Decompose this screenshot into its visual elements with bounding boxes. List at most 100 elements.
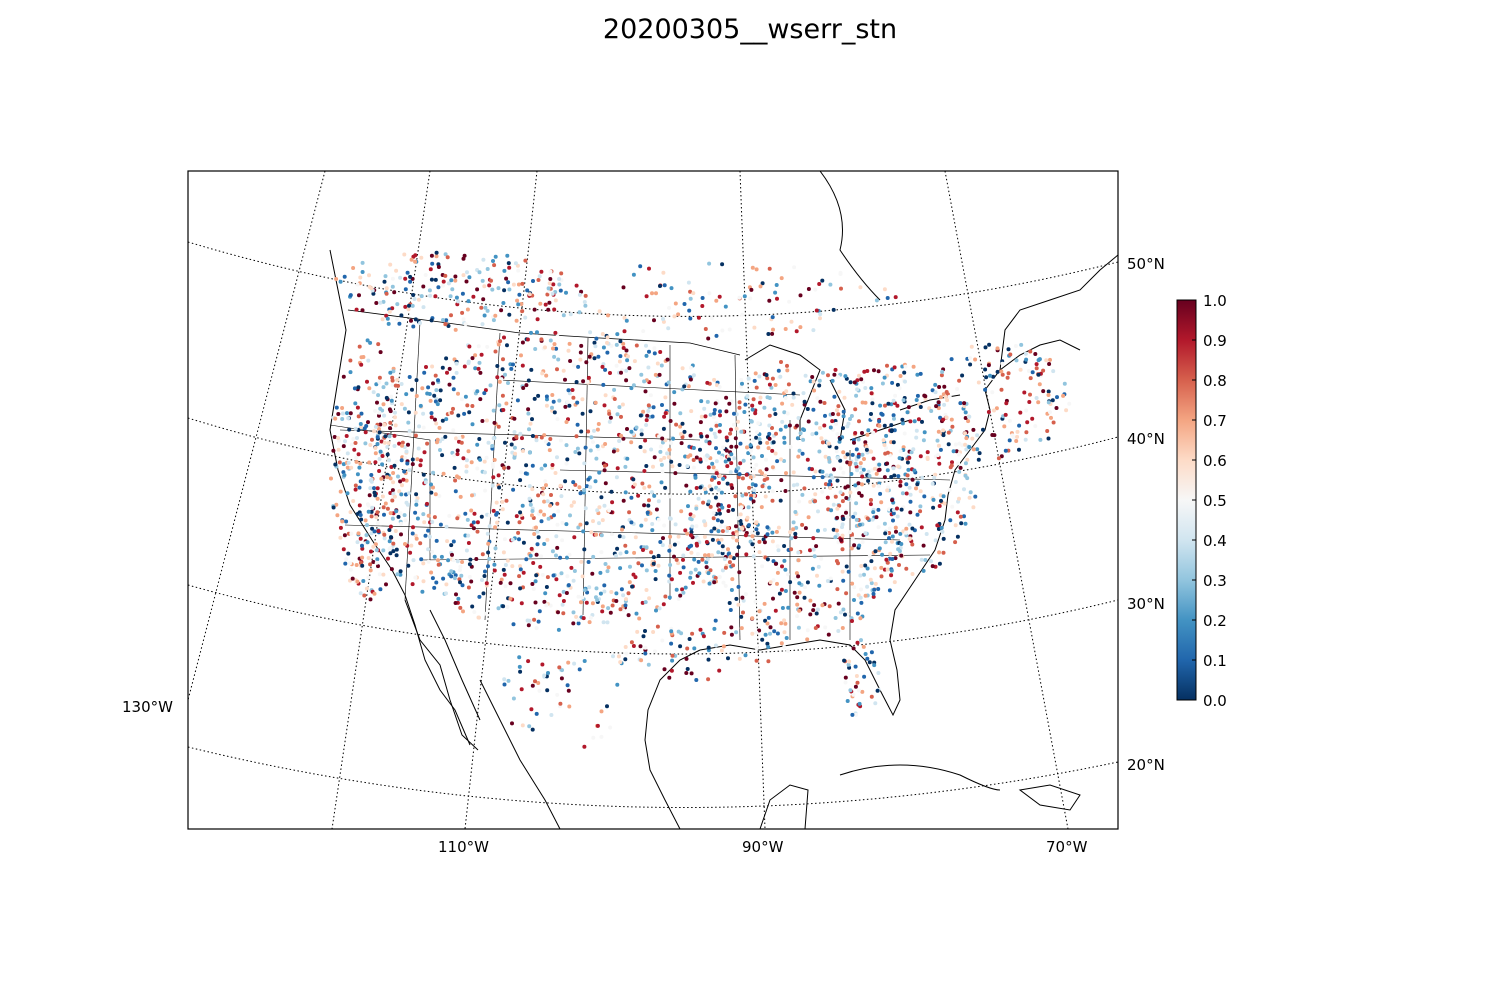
station-point bbox=[382, 512, 386, 517]
station-point bbox=[546, 286, 551, 291]
station-point bbox=[949, 417, 954, 422]
station-point bbox=[646, 503, 651, 508]
station-point bbox=[355, 540, 360, 545]
station-point bbox=[526, 411, 531, 416]
station-point bbox=[566, 660, 571, 665]
station-point bbox=[549, 493, 553, 497]
station-point bbox=[1006, 371, 1011, 376]
mexico-gulf bbox=[644, 649, 701, 829]
station-point bbox=[674, 422, 679, 427]
station-point bbox=[828, 486, 833, 490]
station-point bbox=[861, 467, 866, 472]
station-point bbox=[963, 410, 968, 415]
station-point bbox=[817, 583, 822, 588]
station-point bbox=[631, 272, 636, 277]
station-point bbox=[392, 444, 397, 448]
station-point bbox=[514, 435, 519, 439]
station-point bbox=[384, 395, 389, 400]
station-point bbox=[560, 668, 564, 673]
station-point bbox=[431, 485, 435, 490]
station-point bbox=[561, 313, 566, 318]
station-point bbox=[714, 333, 719, 338]
station-point bbox=[1038, 437, 1043, 442]
station-point bbox=[560, 602, 565, 607]
station-point bbox=[643, 438, 648, 443]
station-point bbox=[426, 528, 431, 533]
station-point bbox=[698, 447, 702, 452]
station-point bbox=[665, 357, 670, 362]
station-point bbox=[655, 361, 660, 366]
station-point bbox=[475, 389, 480, 394]
station-point bbox=[730, 486, 735, 490]
station-point bbox=[518, 510, 523, 515]
station-point bbox=[858, 616, 863, 621]
station-point bbox=[685, 667, 690, 671]
station-point bbox=[507, 287, 512, 292]
station-point bbox=[701, 579, 706, 584]
station-point bbox=[388, 511, 393, 516]
station-point bbox=[559, 271, 564, 276]
station-point bbox=[915, 512, 920, 517]
station-point bbox=[693, 475, 698, 480]
station-point bbox=[907, 522, 912, 527]
station-point bbox=[750, 542, 755, 547]
station-point bbox=[953, 480, 958, 484]
station-point bbox=[421, 561, 426, 566]
station-point bbox=[766, 446, 771, 451]
station-point bbox=[551, 573, 556, 578]
station-point bbox=[811, 475, 816, 480]
station-point bbox=[452, 576, 457, 581]
station-point bbox=[853, 684, 858, 689]
station-point bbox=[394, 553, 399, 558]
station-point bbox=[491, 318, 496, 323]
station-point bbox=[512, 445, 517, 450]
station-point bbox=[376, 529, 381, 533]
station-point bbox=[538, 564, 543, 569]
station-point bbox=[589, 530, 594, 535]
station-point bbox=[801, 391, 806, 396]
station-point bbox=[953, 523, 958, 528]
station-point bbox=[475, 442, 480, 447]
station-point bbox=[554, 553, 558, 558]
station-point bbox=[688, 365, 693, 370]
station-point bbox=[965, 457, 970, 462]
station-point bbox=[581, 379, 586, 384]
station-point bbox=[642, 449, 647, 454]
colorbar-tick-label: 0.7 bbox=[1203, 412, 1227, 430]
station-point bbox=[752, 466, 757, 471]
station-point bbox=[511, 696, 516, 701]
station-point bbox=[685, 464, 690, 469]
station-point bbox=[636, 493, 641, 498]
station-point bbox=[483, 305, 488, 310]
station-point bbox=[518, 478, 523, 483]
station-point bbox=[757, 628, 762, 633]
station-point bbox=[381, 402, 386, 407]
station-point bbox=[520, 436, 524, 441]
station-point bbox=[820, 440, 825, 445]
station-point bbox=[846, 421, 851, 426]
station-point bbox=[650, 414, 655, 419]
station-point bbox=[408, 279, 413, 284]
station-point bbox=[621, 535, 626, 540]
station-point bbox=[631, 572, 636, 577]
station-point bbox=[739, 384, 744, 389]
station-point bbox=[348, 510, 353, 515]
station-point bbox=[723, 565, 728, 570]
station-point bbox=[957, 441, 962, 446]
station-point bbox=[934, 404, 939, 409]
station-point bbox=[667, 675, 672, 680]
station-point bbox=[941, 417, 946, 422]
station-point bbox=[1017, 423, 1022, 428]
station-point bbox=[863, 593, 868, 598]
station-point bbox=[609, 590, 614, 594]
station-point bbox=[752, 378, 757, 383]
station-point bbox=[608, 371, 612, 375]
station-point bbox=[767, 413, 772, 418]
station-point bbox=[904, 491, 909, 496]
station-point bbox=[555, 545, 560, 550]
station-point bbox=[360, 260, 365, 265]
station-point bbox=[381, 548, 386, 553]
station-point bbox=[857, 373, 861, 378]
station-point bbox=[656, 553, 661, 558]
